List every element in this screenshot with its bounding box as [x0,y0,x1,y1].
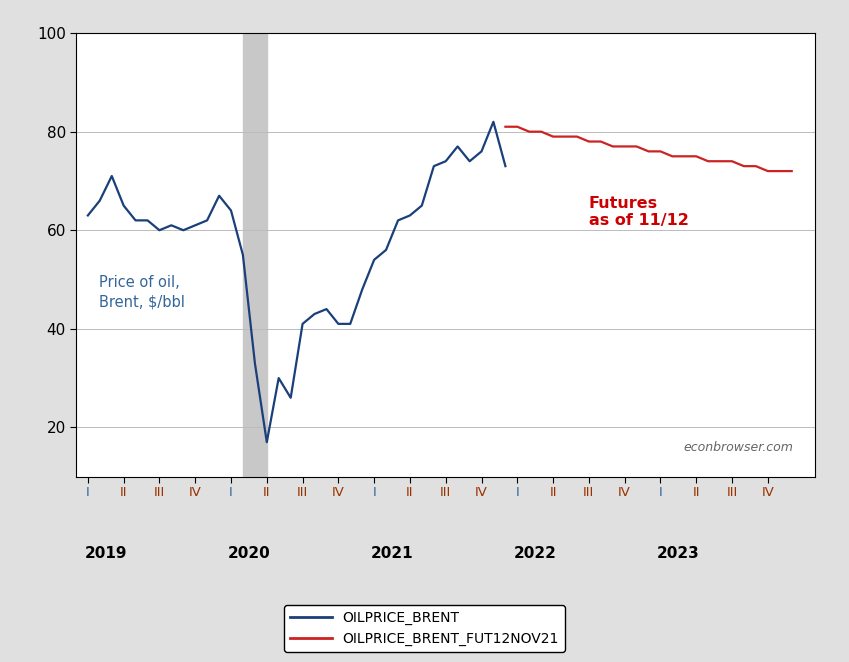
Text: 2020: 2020 [228,546,270,561]
Legend: OILPRICE_BRENT, OILPRICE_BRENT_FUT12NOV21: OILPRICE_BRENT, OILPRICE_BRENT_FUT12NOV2… [284,606,565,652]
Text: econbrowser.com: econbrowser.com [683,442,793,454]
Text: 2023: 2023 [657,546,700,561]
Bar [243,33,267,477]
Text: 2021: 2021 [371,546,413,561]
Text: 2022: 2022 [514,546,557,561]
Text: 2019: 2019 [85,546,127,561]
Text: Price of oil,
Brent, $/bbl: Price of oil, Brent, $/bbl [99,275,185,309]
Text: Futures
as of 11/12: Futures as of 11/12 [589,196,689,228]
